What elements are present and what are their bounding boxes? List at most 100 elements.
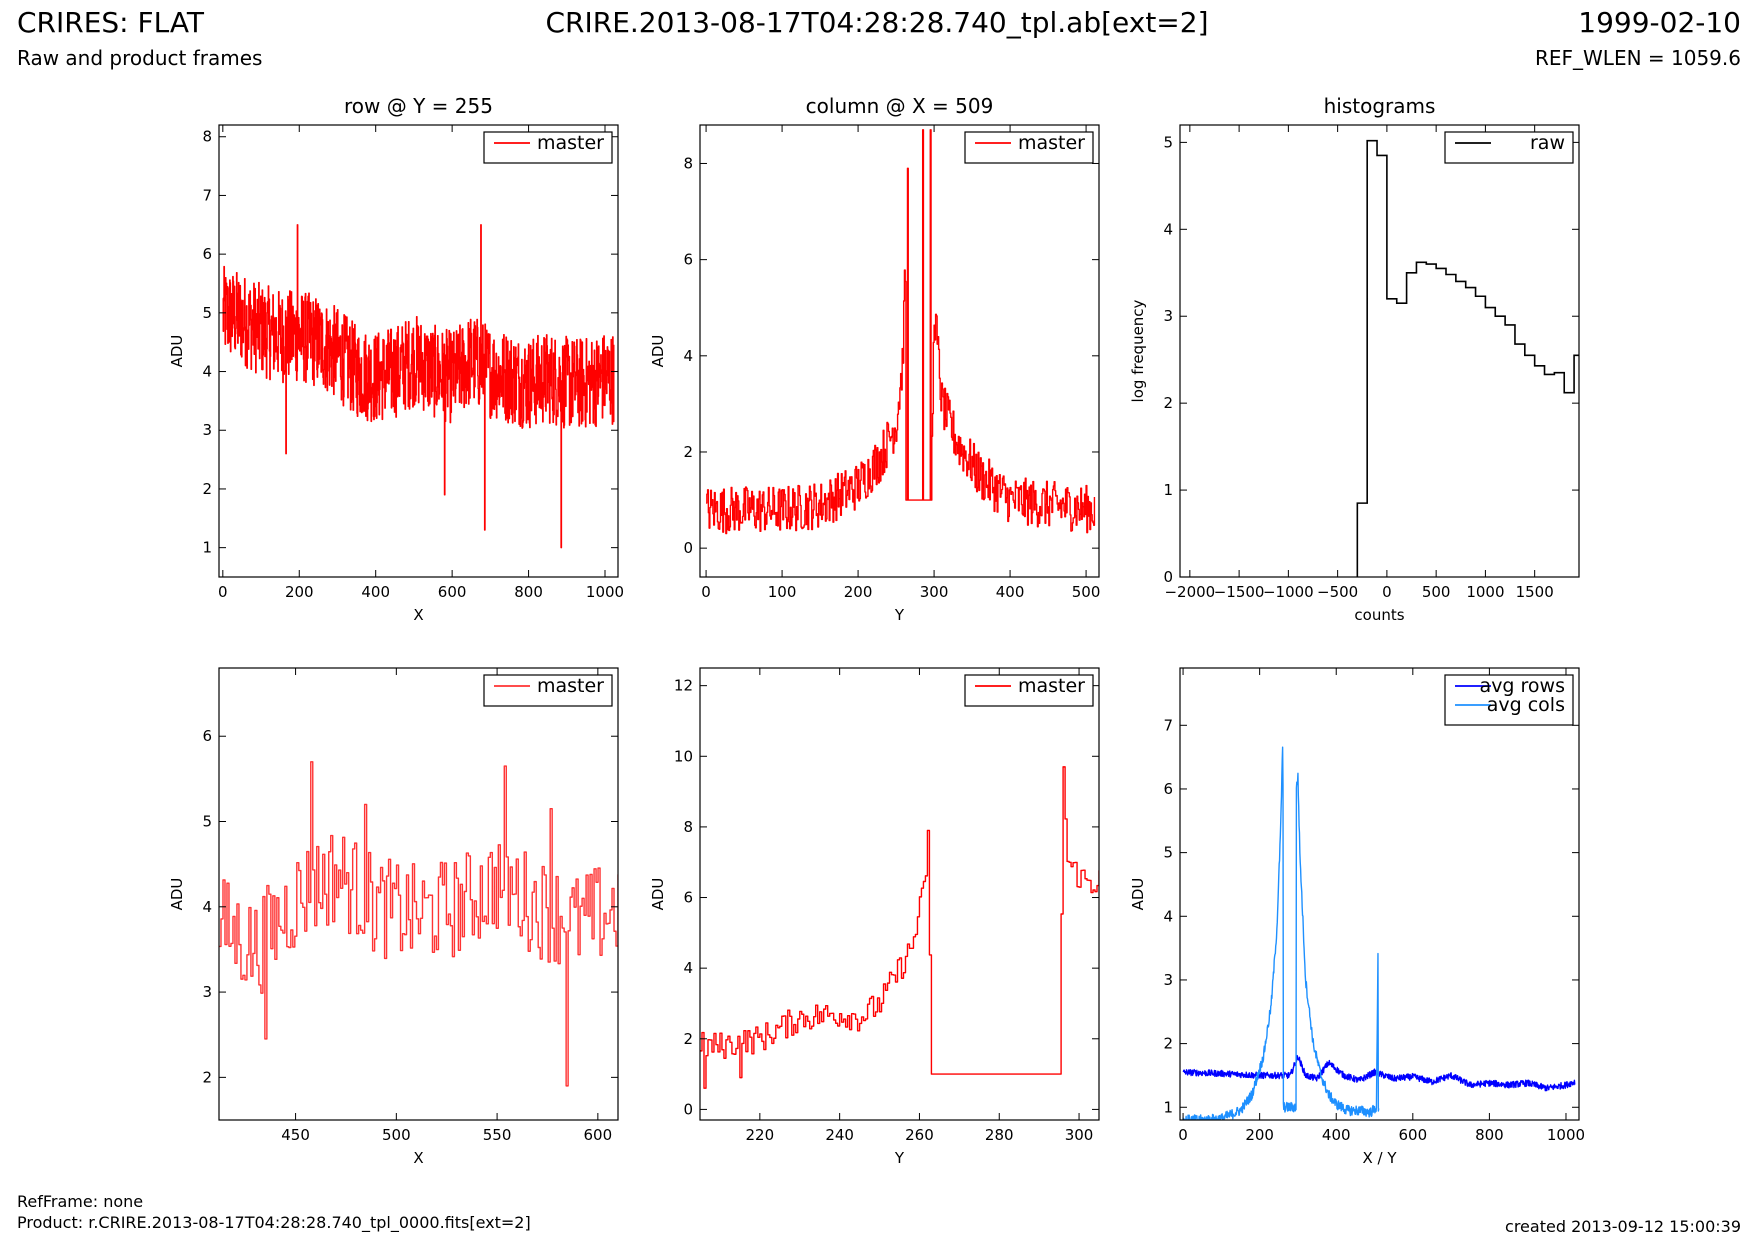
x-axis-label: X: [413, 1149, 423, 1167]
x-axis-label: X: [413, 606, 423, 624]
plot-area: [1182, 746, 1576, 1120]
y-tick-label: 4: [1163, 907, 1173, 925]
y-tick-label: 3: [202, 421, 212, 439]
legend: master: [483, 674, 613, 707]
x-tick-label: 1000: [586, 583, 624, 601]
page-title: CRIRES: FLAT: [17, 6, 204, 39]
x-tick-label: 600: [438, 583, 467, 601]
y-tick-label: 3: [1163, 307, 1173, 325]
legend-box: [964, 674, 1094, 707]
legend-label: master: [1018, 675, 1085, 697]
y-tick-label: 2: [202, 480, 212, 498]
y-tick-label: 2: [202, 1068, 212, 1086]
chart-panel-2: 0 100 200 300 400 500 0 2 4 6 8 column @ X = 509 Y AD…: [649, 94, 1100, 624]
x-axis-label: X / Y: [1362, 1149, 1397, 1167]
y-tick-label: 2: [683, 1030, 693, 1048]
axes-frame: [699, 667, 1100, 1121]
y-tick-label: 4: [683, 959, 693, 977]
x-tick-label: 0: [1178, 1126, 1188, 1144]
x-tick-label: 400: [1322, 1126, 1351, 1144]
axes-frame: [1179, 667, 1580, 1121]
plot-area: [706, 129, 1096, 535]
x-tick-label: 600: [584, 1126, 613, 1144]
legend-label: raw: [1530, 132, 1565, 154]
file-title: CRIRE.2013-08-17T04:28:28.740_tpl.ab[ext…: [545, 6, 1209, 39]
y-tick-label: 6: [202, 245, 212, 263]
chart-panel-5: 220 240 260 280 300 0 2 4 6 8 10 12 Y ADU master: [649, 667, 1100, 1167]
x-tick-label: −1500: [1214, 583, 1265, 601]
x-tick-label: 500: [1422, 583, 1451, 601]
plot-area: [219, 761, 618, 1087]
axes-frame: [218, 667, 619, 1121]
y-axis-label: ADU: [168, 335, 186, 368]
x-axis-label: Y: [894, 606, 905, 624]
x-tick-label: 200: [1245, 1126, 1274, 1144]
legend: master: [964, 674, 1094, 707]
plot-area: [222, 224, 615, 549]
y-tick-label: 2: [1163, 1035, 1173, 1053]
chart-panel-1: 0 200 400 600 800 1000 1 2 3 4 5 6 7 8 row @ Y = 255 X A…: [168, 94, 624, 624]
ref-wlen-label: REF_WLEN = 1059.6: [1534, 46, 1741, 70]
axes-frame: [1179, 124, 1580, 578]
x-tick-label: 100: [768, 583, 797, 601]
legend: master: [964, 131, 1094, 164]
y-tick-label: 5: [1163, 133, 1173, 151]
x-tick-label: 400: [361, 583, 390, 601]
x-tick-label: 800: [514, 583, 543, 601]
x-tick-label: 500: [1072, 583, 1101, 601]
y-tick-label: 3: [202, 983, 212, 1001]
legend: raw: [1444, 131, 1574, 164]
x-tick-label: −2000: [1164, 583, 1215, 601]
y-tick-label: 4: [202, 898, 212, 916]
x-tick-label: 220: [746, 1126, 775, 1144]
legend-label: avg rows: [1480, 675, 1565, 697]
x-axis-label: Y: [894, 1149, 905, 1167]
x-tick-label: 0: [1382, 583, 1392, 601]
y-tick-label: 0: [683, 1100, 693, 1118]
chart-title: histograms: [1324, 94, 1436, 118]
y-tick-label: 8: [202, 128, 212, 146]
x-tick-label: 500: [382, 1126, 411, 1144]
chart-title: row @ Y = 255: [344, 94, 493, 118]
x-tick-label: 550: [483, 1126, 512, 1144]
y-tick-label: 1: [202, 539, 212, 557]
y-axis-label: log frequency: [1129, 299, 1147, 402]
legend-label: master: [537, 675, 604, 697]
y-tick-label: 2: [683, 443, 693, 461]
y-tick-label: 5: [202, 813, 212, 831]
y-tick-label: 5: [202, 304, 212, 322]
legend-box: [483, 674, 613, 707]
x-tick-label: 300: [1065, 1126, 1094, 1144]
x-tick-label: 600: [1398, 1126, 1427, 1144]
y-tick-label: 6: [1163, 780, 1173, 798]
series-master: [706, 129, 1096, 535]
x-axis-label: counts: [1354, 606, 1404, 624]
footer-ref-frame: RefFrame: none: [17, 1192, 144, 1211]
y-tick-label: 0: [683, 539, 693, 557]
y-tick-label: 4: [202, 363, 212, 381]
chart-panel-4: 450 500 550 600 2 3 4 5 6 X ADU master: [168, 667, 619, 1167]
x-tick-label: −1000: [1263, 583, 1314, 601]
y-tick-label: 3: [1163, 971, 1173, 989]
series-master: [219, 761, 618, 1087]
x-tick-label: 200: [844, 583, 873, 601]
y-axis-label: ADU: [649, 878, 667, 911]
legend-box: [1444, 674, 1574, 726]
y-tick-label: 0: [1163, 568, 1173, 586]
y-tick-label: 4: [1163, 220, 1173, 238]
y-tick-label: 4: [683, 347, 693, 365]
x-tick-label: 0: [218, 583, 228, 601]
y-tick-label: 7: [202, 186, 212, 204]
y-axis-label: ADU: [168, 878, 186, 911]
page-subtitle: Raw and product frames: [17, 46, 263, 70]
y-tick-label: 10: [674, 747, 693, 765]
legend-label: master: [537, 132, 604, 154]
legend-box: [1444, 131, 1574, 164]
y-tick-label: 6: [683, 889, 693, 907]
x-tick-label: 280: [985, 1126, 1014, 1144]
footer-product: Product: r.CRIRE.2013-08-17T04:28:28.740…: [17, 1213, 531, 1232]
y-axis-label: ADU: [649, 335, 667, 368]
series-raw: [1356, 139, 1579, 577]
